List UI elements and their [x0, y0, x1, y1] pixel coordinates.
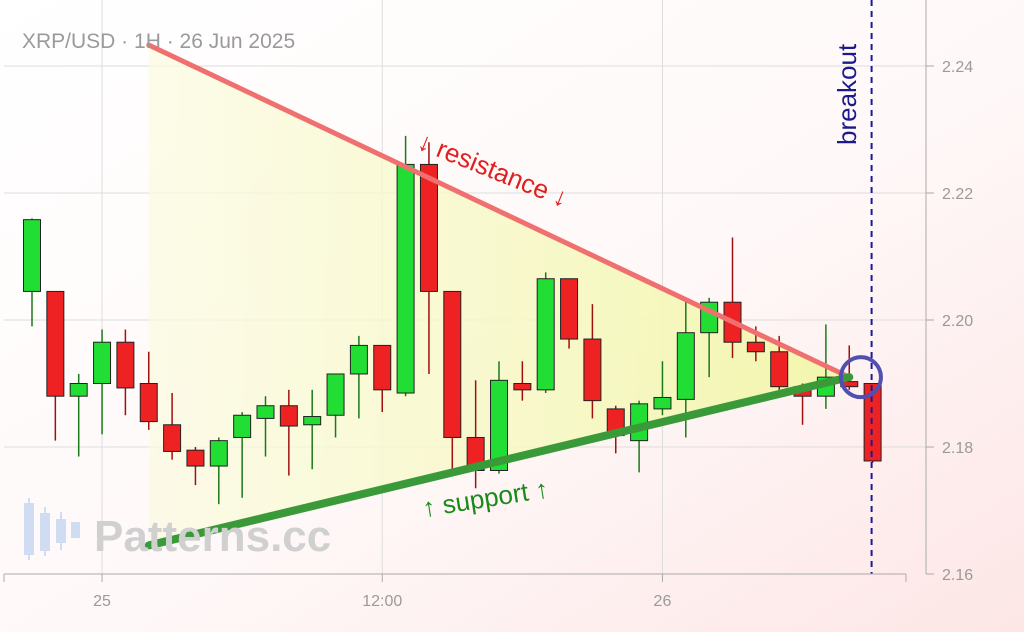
- watermark-candles-icon: [24, 498, 80, 560]
- candle-body: [46, 290, 65, 397]
- y-tick-label: 2.22: [942, 186, 973, 203]
- candle-body: [23, 219, 41, 292]
- candle-body: [746, 341, 765, 353]
- candle-body: [349, 344, 368, 375]
- candle-body: [653, 396, 672, 410]
- breakout-label: breakout: [832, 43, 862, 145]
- watermark-text: Patterns.cc: [94, 512, 331, 561]
- support-line: [144, 373, 854, 550]
- candle-body: [513, 383, 532, 391]
- candle-body: [256, 405, 275, 419]
- candle-body: [303, 416, 322, 426]
- y-tick-label: 2.18: [942, 440, 973, 457]
- candle-body: [326, 373, 345, 416]
- y-tick-label: 2.20: [942, 313, 973, 330]
- axes: 2.24 2.22 2.20 2.18 2.16 25 12:00 26: [3, 0, 973, 610]
- breakout-marker: [838, 355, 883, 400]
- x-tick-label: 26: [654, 593, 672, 610]
- candle-body: [443, 290, 462, 438]
- y-tick-label: 2.24: [942, 59, 973, 76]
- watermark: Patterns.cc: [24, 498, 331, 561]
- candle-body: [373, 344, 392, 391]
- candle-body: [279, 405, 298, 427]
- candle-body: [233, 414, 252, 438]
- triangle-area: [148, 45, 850, 546]
- candle-body: [560, 278, 579, 340]
- candle-body: [163, 424, 182, 452]
- candle-body: [396, 163, 415, 394]
- x-tick-label: 12:00: [362, 593, 402, 610]
- trendlines: [144, 0, 883, 574]
- candle-body: [676, 332, 695, 400]
- candle-body: [69, 383, 88, 397]
- candle-body: [209, 440, 228, 467]
- candle-body: [536, 278, 555, 391]
- candle-body: [490, 379, 508, 471]
- chart-title: XRP/USD · 1H · 26 Jun 2025: [22, 30, 295, 53]
- candle-body: [116, 341, 135, 389]
- candle-body: [93, 341, 112, 385]
- candle-body: [770, 351, 789, 388]
- candle-body: [139, 383, 158, 423]
- candle-body: [186, 449, 205, 467]
- resistance-line: [146, 42, 852, 380]
- x-tick-label: 25: [93, 593, 111, 610]
- candle-body: [583, 338, 602, 402]
- candle-body: [419, 163, 438, 292]
- y-tick-label: 2.16: [942, 567, 973, 584]
- triangle-pattern-fill: [148, 45, 850, 546]
